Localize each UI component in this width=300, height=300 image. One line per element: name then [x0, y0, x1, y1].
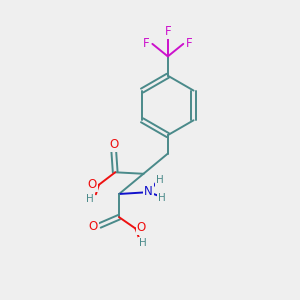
Text: O: O — [88, 178, 97, 191]
Text: O: O — [109, 138, 119, 151]
Text: O: O — [88, 220, 98, 232]
Text: H: H — [158, 193, 166, 203]
Text: F: F — [186, 37, 193, 50]
Text: H: H — [86, 194, 94, 204]
Text: H: H — [139, 238, 147, 248]
Text: F: F — [143, 37, 150, 50]
Text: O: O — [137, 221, 146, 234]
Text: H: H — [156, 175, 164, 185]
Text: N: N — [144, 185, 153, 198]
Text: F: F — [164, 25, 171, 38]
